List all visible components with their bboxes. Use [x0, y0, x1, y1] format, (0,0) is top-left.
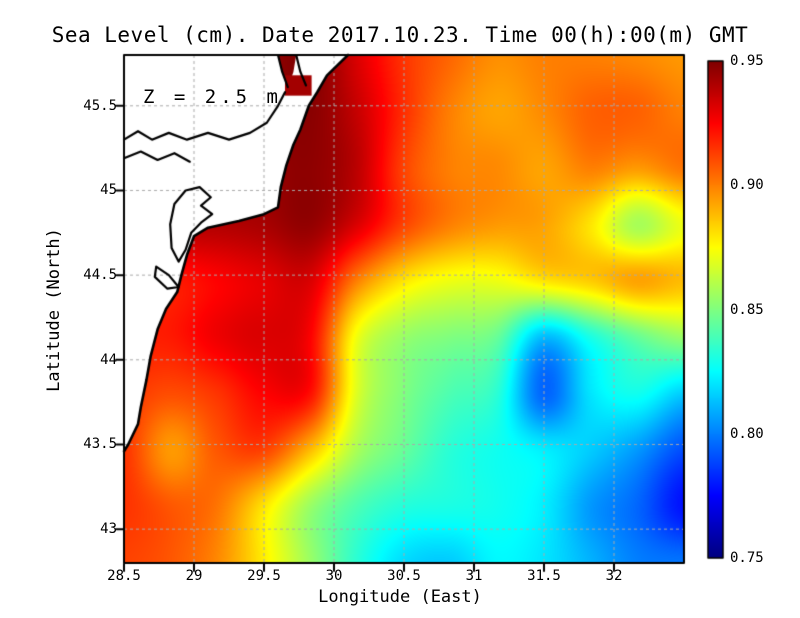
x-tick-label: 29.5: [247, 568, 281, 584]
y-tick-label: 43.5: [83, 436, 117, 453]
y-tick-label: 44: [100, 351, 117, 368]
x-tick-label: 28.5: [107, 568, 141, 584]
colorbar-tick-label: 0.90: [730, 177, 764, 194]
x-axis-label: Longitude (East): [318, 587, 482, 607]
y-tick-label: 44.5: [83, 267, 117, 284]
colorbar-tick-label: 0.95: [730, 53, 764, 69]
y-axis-label: Latitude (North): [44, 228, 64, 392]
depth-annotation: Z = 2.5 m: [143, 86, 282, 108]
colorbar-tick-label: 0.80: [730, 425, 764, 442]
x-tick-label: 32: [605, 568, 623, 584]
x-tick-label: 30.5: [387, 568, 421, 584]
y-tick-label: 43: [100, 521, 117, 538]
x-tick-label: 31: [465, 568, 483, 584]
x-tick-label: 30: [325, 568, 343, 584]
chart-title: Sea Level (cm). Date 2017.10.23. Time 00…: [51, 23, 749, 47]
x-tick-label: 29: [185, 568, 203, 584]
colorbar-tick-label: 0.85: [730, 301, 764, 318]
y-tick-label: 45.5: [83, 97, 117, 114]
x-tick-label: 31.5: [527, 568, 561, 584]
y-tick-label: 45: [100, 182, 117, 199]
colorbar-tick-label: 0.75: [730, 550, 764, 566]
